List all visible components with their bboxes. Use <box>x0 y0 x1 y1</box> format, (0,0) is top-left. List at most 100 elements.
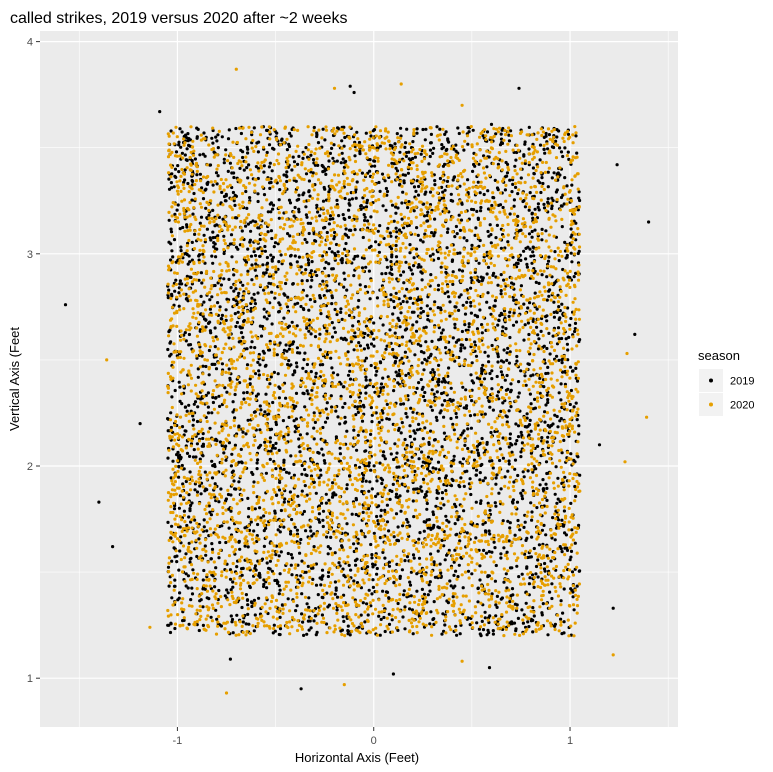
point-2019 <box>276 242 280 246</box>
point-2019 <box>443 188 447 192</box>
point-2019 <box>353 254 357 259</box>
point-2020 <box>224 508 228 512</box>
point-2019 <box>307 628 311 632</box>
point-2019 <box>544 134 548 138</box>
point-2019 <box>370 420 374 424</box>
point-2019 <box>361 196 365 200</box>
point-2019 <box>277 554 281 558</box>
point-2020 <box>466 330 470 334</box>
point-2019 <box>294 361 299 365</box>
point-2019 <box>257 446 261 450</box>
point-2020 <box>567 484 571 488</box>
point-2019 <box>419 350 424 354</box>
point-2019 <box>304 570 308 574</box>
point-2019 <box>167 240 171 244</box>
point-2019 <box>497 318 501 322</box>
point-2019 <box>166 296 170 300</box>
point-2020 <box>456 178 460 182</box>
point-2019 <box>470 207 474 211</box>
point-2019 <box>567 335 571 339</box>
point-2019 <box>501 401 505 405</box>
point-2019 <box>296 351 300 355</box>
point-2019 <box>540 227 544 231</box>
point-2019 <box>233 312 237 316</box>
point-2019 <box>290 320 294 324</box>
point-2019 <box>325 416 330 420</box>
point-2019 <box>480 279 484 283</box>
point-2020 <box>356 290 360 294</box>
point-2019 <box>184 572 188 576</box>
point-2019 <box>352 428 356 432</box>
point-2019 <box>220 313 224 317</box>
point-2019 <box>233 392 237 397</box>
point-2019 <box>566 358 570 362</box>
point-2020 <box>268 342 272 346</box>
point-2019 <box>374 494 378 498</box>
point-2019 <box>556 425 560 429</box>
point-2019 <box>256 199 260 204</box>
point-2020 <box>570 240 574 244</box>
point-2019 <box>342 573 346 578</box>
point-2020 <box>503 133 508 137</box>
point-2019 <box>409 406 413 410</box>
point-2019 <box>193 518 197 522</box>
point-2019 <box>329 535 333 540</box>
point-2019 <box>477 261 481 265</box>
point-2019 <box>397 228 402 232</box>
point-2019 <box>426 467 430 471</box>
point-2020 <box>482 258 486 263</box>
point-2019 <box>520 572 524 576</box>
point-2019 <box>262 544 266 549</box>
point-2019 <box>255 461 259 465</box>
point-2019 <box>436 256 441 261</box>
point-2019 <box>245 206 249 210</box>
point-2019 <box>529 555 534 559</box>
point-2019 <box>381 323 385 327</box>
point-2020 <box>207 143 211 147</box>
point-2019 <box>172 238 177 242</box>
point-2019 <box>443 558 447 562</box>
point-2019 <box>277 309 281 314</box>
point-2019 <box>469 492 473 497</box>
point-2019 <box>466 178 470 182</box>
point-2019 <box>352 348 356 352</box>
point-2019 <box>259 334 264 338</box>
point-2019 <box>271 631 275 635</box>
point-2019 <box>502 580 506 584</box>
point-2020 <box>548 393 552 397</box>
point-2019 <box>412 310 416 314</box>
point-2019 <box>303 484 307 488</box>
point-2019 <box>449 416 453 421</box>
point-2020 <box>331 521 335 525</box>
point-2019 <box>524 538 528 543</box>
point-2020 <box>247 213 251 217</box>
point-2019 <box>252 480 256 484</box>
point-2019 <box>354 196 358 200</box>
point-2020 <box>276 501 281 505</box>
point-2019 <box>431 151 435 155</box>
point-2019 <box>450 258 455 262</box>
point-2020 <box>406 165 410 169</box>
point-2019 <box>309 332 313 336</box>
point-2020 <box>426 535 430 539</box>
point-2019 <box>507 539 511 543</box>
point-2020 <box>490 140 494 144</box>
point-2019 <box>259 516 263 520</box>
point-2019 <box>214 566 218 570</box>
point-2019 <box>311 158 316 162</box>
point-2019 <box>457 563 461 567</box>
point-2020 <box>512 308 516 312</box>
point-2020 <box>402 549 406 553</box>
point-2019 <box>433 300 437 304</box>
point-2019 <box>486 354 490 358</box>
point-2019 <box>210 476 215 480</box>
point-2020 <box>405 296 409 300</box>
point-2019 <box>539 190 543 195</box>
point-2019 <box>302 633 306 638</box>
point-2019 <box>343 415 347 419</box>
point-2019 <box>322 169 327 173</box>
point-2019 <box>273 241 278 245</box>
point-2019 <box>361 510 365 514</box>
point-2019 <box>393 359 398 364</box>
point-2019 <box>368 378 372 382</box>
